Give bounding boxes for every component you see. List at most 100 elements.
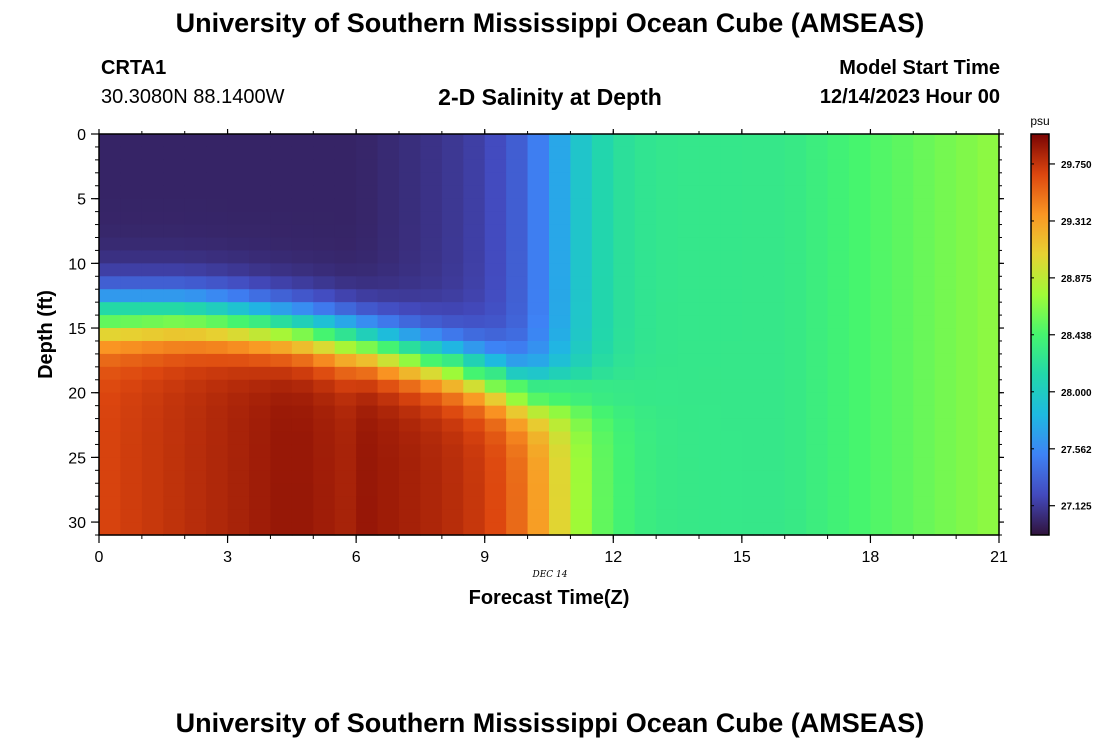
heatmap-cell (99, 392, 122, 407)
heatmap-cell (763, 496, 786, 510)
heatmap-cell (527, 289, 550, 303)
heatmap-cell (827, 353, 850, 368)
heatmap-cell (227, 289, 250, 303)
heatmap-cell (677, 470, 700, 484)
heatmap-cell (184, 237, 207, 252)
heatmap-cell (634, 224, 657, 239)
y-tick-label: 25 (68, 450, 86, 467)
heatmap-cell (827, 263, 850, 277)
heatmap-cell (270, 470, 293, 484)
heatmap-cell (806, 159, 829, 174)
heatmap-cell (377, 509, 400, 523)
heatmap-cell (399, 340, 422, 355)
heatmap-cell (227, 496, 250, 510)
heatmap-cell (420, 457, 443, 471)
heatmap-cell (334, 496, 357, 510)
heatmap-cell (677, 276, 700, 290)
heatmap-cell (484, 250, 507, 264)
heatmap-cell (634, 289, 657, 303)
heatmap-cell (741, 315, 764, 329)
heatmap-cell (827, 146, 850, 161)
heatmap-cell (227, 315, 250, 329)
heatmap-cell (613, 172, 636, 187)
heatmap-cell (506, 250, 529, 264)
heatmap-cell (506, 172, 529, 187)
heatmap-cell (549, 457, 572, 471)
heatmap-cell (977, 509, 1000, 523)
heatmap-cell (484, 444, 507, 458)
y-tick-label: 10 (68, 256, 86, 273)
heatmap-cell (399, 289, 422, 303)
heatmap-cell (763, 263, 786, 277)
heatmap-cell (784, 237, 807, 252)
heatmap-cell (334, 250, 357, 264)
heatmap-cell (184, 431, 207, 446)
heatmap-cell (484, 146, 507, 161)
heatmap-cell (356, 470, 379, 484)
heatmap-cell (441, 146, 464, 161)
heatmap-cell (977, 353, 1000, 368)
heatmap-cell (741, 250, 764, 264)
heatmap-cell (313, 146, 336, 161)
heatmap-cell (763, 185, 786, 200)
heatmap-cell (870, 470, 893, 484)
footer-title: University of Southern Mississippi Ocean… (175, 708, 925, 738)
heatmap-cell (784, 405, 807, 420)
heatmap-cell (956, 315, 979, 329)
heatmap-cell (870, 224, 893, 239)
heatmap-cell (677, 457, 700, 471)
heatmap-cell (270, 353, 293, 368)
heatmap-cell (141, 444, 164, 458)
heatmap-cell (184, 302, 207, 316)
heatmap-cell (591, 496, 614, 510)
heatmap-cell (870, 379, 893, 394)
heatmap-cell (313, 379, 336, 394)
heatmap-cell (484, 340, 507, 355)
heatmap-cell (827, 483, 850, 497)
heatmap-cell (699, 185, 722, 200)
heatmap-cell (613, 405, 636, 420)
heatmap-cell (849, 366, 872, 381)
heatmap-cell (956, 328, 979, 342)
heatmap-cell (291, 431, 314, 446)
heatmap-cell (741, 470, 764, 484)
heatmap-cell (420, 263, 443, 277)
heatmap-cell (120, 263, 143, 277)
y-tick-label: 20 (68, 386, 86, 403)
heatmap-cell (870, 509, 893, 523)
heatmap-cell (741, 392, 764, 407)
heatmap-cell (956, 457, 979, 471)
heatmap-cell (291, 211, 314, 226)
heatmap-cell (420, 340, 443, 355)
heatmap-cell (806, 405, 829, 420)
heatmap-cell (677, 392, 700, 407)
heatmap-cell (120, 431, 143, 446)
heatmap-cell (249, 250, 272, 264)
heatmap-cell (656, 444, 679, 458)
heatmap-cell (806, 444, 829, 458)
heatmap-cell (891, 444, 914, 458)
heatmap-cell (441, 353, 464, 368)
heatmap-cell (634, 263, 657, 277)
heatmap-cell (399, 198, 422, 213)
heatmap-cell (591, 263, 614, 277)
heatmap-cell (120, 444, 143, 458)
x-tick-label: 0 (95, 549, 104, 566)
heatmap-cell (270, 159, 293, 174)
heatmap-cell (977, 250, 1000, 264)
heatmap-cell (420, 379, 443, 394)
heatmap-cell (570, 134, 593, 148)
heatmap-cell (549, 444, 572, 458)
heatmap-cell (463, 263, 486, 277)
heatmap-cell (849, 159, 872, 174)
heatmap-cell (399, 134, 422, 148)
heatmap-cell (141, 366, 164, 381)
heatmap-cell (377, 405, 400, 420)
heatmap-cell (613, 185, 636, 200)
heatmap-cell (484, 134, 507, 148)
heatmap-cell (184, 185, 207, 200)
heatmap-cell (977, 431, 1000, 446)
heatmap-cell (377, 289, 400, 303)
heatmap-cell (356, 211, 379, 226)
heatmap-cell (613, 315, 636, 329)
